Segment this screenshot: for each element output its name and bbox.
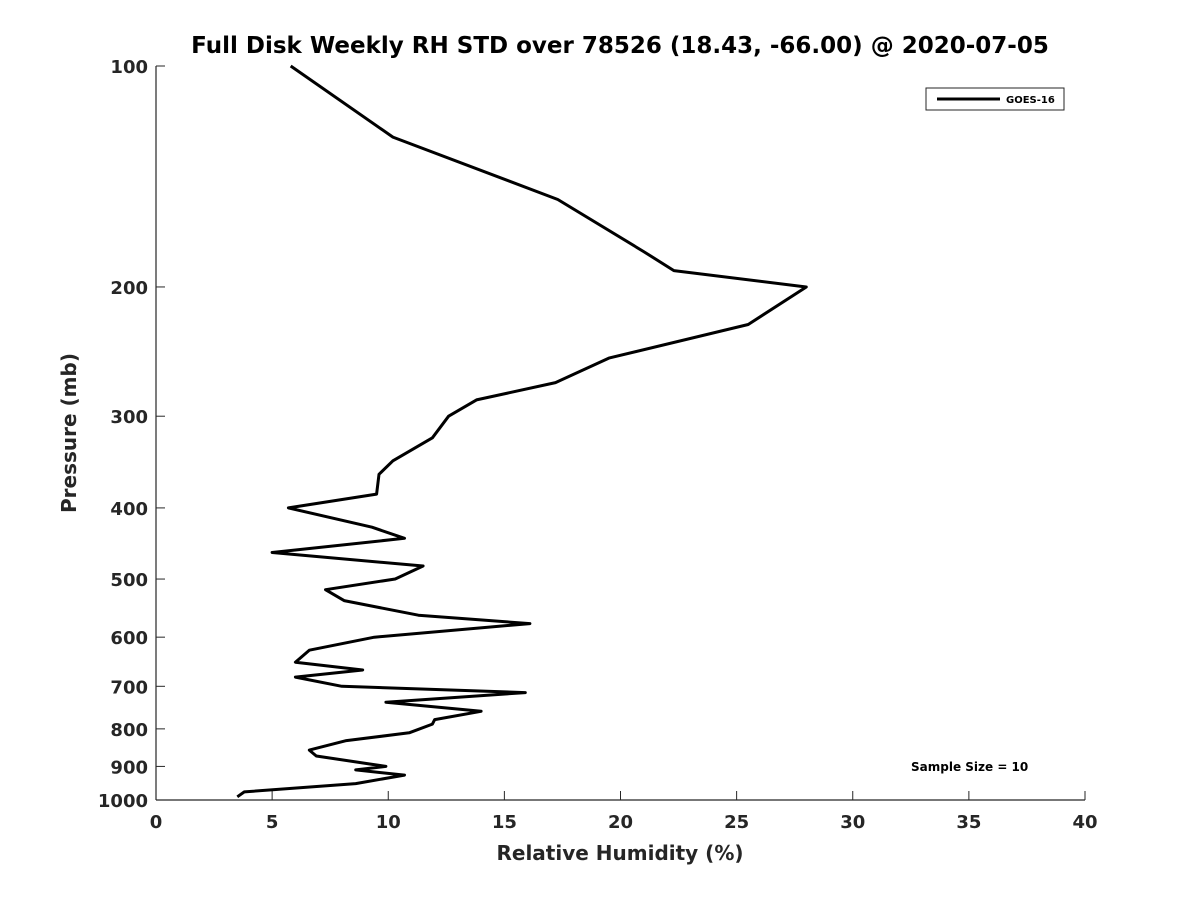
y-ticks: 100 200 300 400 500 600 700 800 900 1000 xyxy=(98,57,165,812)
x-tick-label: 40 xyxy=(1072,812,1097,833)
y-tick-label: 1000 xyxy=(98,791,148,812)
y-tick-label: 600 xyxy=(110,628,148,649)
y-axis-label: Pressure (mb) xyxy=(57,353,81,513)
legend: GOES-16 xyxy=(925,87,1065,111)
series-line-goes-16 xyxy=(236,64,808,799)
legend-label: GOES-16 xyxy=(1006,95,1055,106)
x-tick-label: 0 xyxy=(150,812,163,833)
y-tick-label: 200 xyxy=(110,278,148,299)
x-tick-label: 20 xyxy=(608,812,633,833)
y-tick-label: 700 xyxy=(110,677,148,698)
y-tick-label: 800 xyxy=(110,720,148,741)
y-tick-label: 500 xyxy=(110,570,148,591)
y-tick-label: 900 xyxy=(110,757,148,778)
series-layer xyxy=(236,64,808,799)
x-ticks: 0 5 10 15 20 25 30 35 40 xyxy=(150,791,1098,833)
sample-size-annotation: Sample Size = 10 xyxy=(911,760,1028,774)
chart-title: Full Disk Weekly RH STD over 78526 (18.4… xyxy=(191,33,1049,59)
x-tick-label: 10 xyxy=(376,812,401,833)
x-tick-label: 30 xyxy=(840,812,865,833)
x-tick-label: 5 xyxy=(266,812,279,833)
axes xyxy=(155,66,1085,801)
x-axis-label: Relative Humidity (%) xyxy=(496,841,743,865)
x-tick-label: 25 xyxy=(724,812,749,833)
y-tick-label: 400 xyxy=(110,499,148,520)
x-tick-label: 35 xyxy=(956,812,981,833)
y-tick-label: 100 xyxy=(110,57,148,78)
x-tick-label: 15 xyxy=(492,812,517,833)
y-tick-label: 300 xyxy=(110,407,148,428)
